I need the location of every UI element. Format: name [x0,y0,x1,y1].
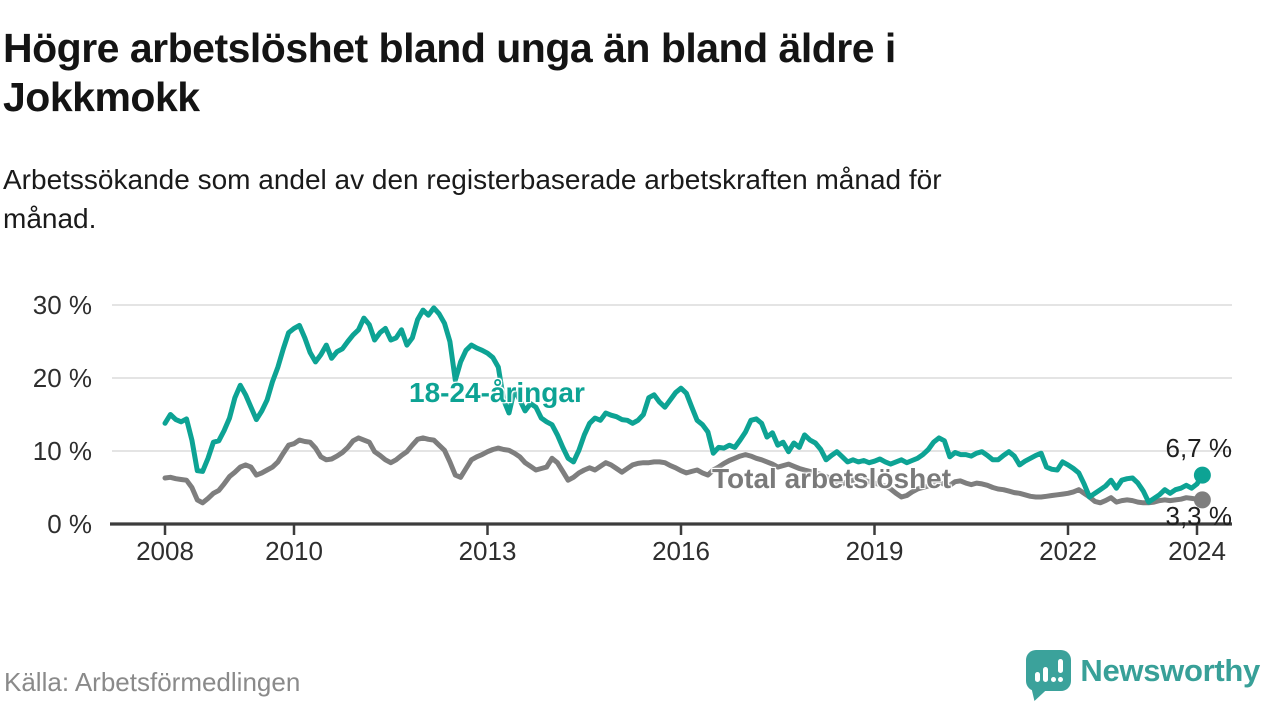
page-subtitle: Arbetssökande som andel av den registerb… [3,164,942,235]
newsworthy-logo: Newsworthy [1026,650,1260,701]
x-axis-tick-label: 2010 [265,536,323,566]
y-axis-tick-label: 0 % [47,509,92,539]
newsworthy-wordmark: Newsworthy [1080,652,1260,688]
series-line-total [162,435,1205,506]
series-label-youth: 18-24-åringar [409,377,585,408]
x-axis-tick-label: 2008 [136,536,194,566]
series-end-dot-total [1193,491,1211,509]
page-title: Högre arbetslöshet bland unga än bland ä… [3,25,896,121]
x-axis-tick-label: 2019 [845,536,904,566]
x-axis-tick-label: 2024 [1168,536,1226,566]
x-axis-tick-label: 2013 [458,536,517,566]
y-axis-tick-label: 30 % [32,290,92,320]
series-label-total: Total arbetslöshet [712,463,952,494]
y-axis-tick-label: 20 % [32,363,92,393]
y-axis-tick-label: 10 % [32,436,92,466]
x-axis-tick-label: 2016 [652,536,710,566]
end-value-label-total: 3,3 % [1165,501,1233,531]
newsworthy-speech-bubble-bar-chart-icon [1026,650,1072,701]
series-end-dot-youth [1193,466,1211,484]
x-axis-tick-label: 2022 [1039,536,1097,566]
series-line-youth [162,305,1205,505]
source-credit: Källa: Arbetsförmedlingen [4,667,301,697]
end-value-label-youth: 6,7 % [1165,433,1233,463]
